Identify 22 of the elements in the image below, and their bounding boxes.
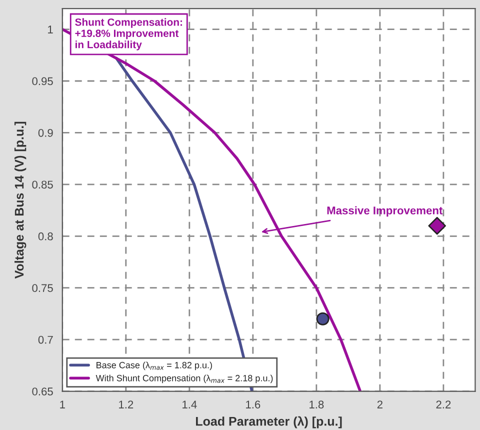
line-series [114,56,254,392]
y-tick-label: 0.85 [32,180,53,189]
y-tick-label: 0.65 [32,388,53,396]
y-tick-label: 0.95 [32,77,53,86]
x-tick-label: 2 [377,400,382,408]
legend-label: Base Case (λ$_{max}$ = 1.82 p.u.) [96,362,212,370]
x-tick-label: 1.2 [119,400,134,408]
x-tick-label: 1.8 [310,400,324,408]
annotation: Shunt Compensation: +19.8% Improvement in Loadability [75,18,182,50]
y-tick-label: 0.7 [38,336,53,344]
y-tick-label: 1 [48,26,53,34]
legend-label: With Shunt Compensation (λ$_{max}$ = 2.18 p.u.) [96,374,273,384]
y-tick-label: 0.8 [38,232,53,240]
x-tick-label: 1.4 [182,400,197,408]
y-axis-title: Voltage at Bus 14 (V) [p.u.] [14,122,26,279]
x-tick-label: 1.6 [246,400,260,408]
y-tick-label: 0.75 [32,284,53,292]
annotation: Massive Improvement [327,206,443,217]
x-tick-label: 1 [60,400,65,408]
x-axis-title: Load Parameter (λ) [p.u.] [196,416,342,428]
y-tick-label: 0.9 [38,128,53,137]
x-tick-label: 2.2 [436,400,451,408]
